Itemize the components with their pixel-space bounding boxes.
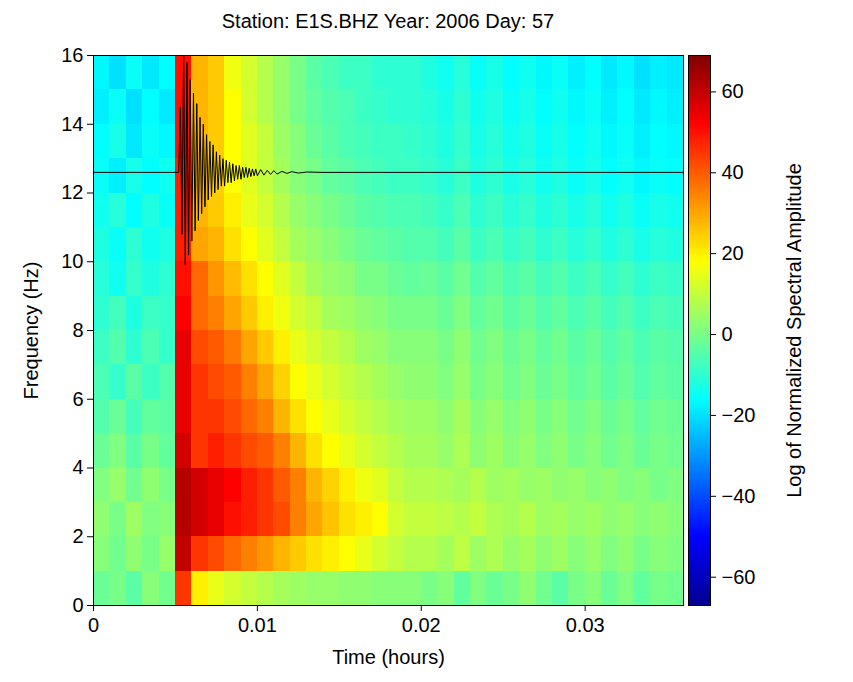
svg-text:−40: −40 xyxy=(722,485,756,507)
svg-text:0.01: 0.01 xyxy=(238,614,277,636)
svg-text:4: 4 xyxy=(72,456,83,478)
html-text:Station: E1S.BHZ Year: 2006 Da: Station: E1S.BHZ Year: 2006 Day: 57 xyxy=(221,10,555,32)
svg-text:6: 6 xyxy=(72,388,83,410)
svg-text:0.03: 0.03 xyxy=(566,614,605,636)
svg-text:−20: −20 xyxy=(722,404,756,426)
svg-text:0: 0 xyxy=(72,594,83,616)
svg-text:Time (hours): Time (hours) xyxy=(332,646,445,668)
svg-text:20: 20 xyxy=(722,242,744,264)
svg-text:14: 14 xyxy=(61,113,83,135)
svg-text:−60: −60 xyxy=(722,566,756,588)
svg-text:16: 16 xyxy=(61,44,83,66)
svg-text:60: 60 xyxy=(722,80,744,102)
svg-text:Frequency (Hz): Frequency (Hz) xyxy=(20,262,42,400)
svg-text:40: 40 xyxy=(722,161,744,183)
svg-text:0: 0 xyxy=(722,323,733,345)
svg-text:0: 0 xyxy=(88,614,99,636)
svg-text:12: 12 xyxy=(61,181,83,203)
svg-text:10: 10 xyxy=(61,250,83,272)
svg-text:8: 8 xyxy=(72,319,83,341)
svg-text:2: 2 xyxy=(72,525,83,547)
svg-text:0.02: 0.02 xyxy=(402,614,441,636)
svg-text:Log of Normalized Spectral Amp: Log of Normalized Spectral Amplitude xyxy=(783,163,805,498)
